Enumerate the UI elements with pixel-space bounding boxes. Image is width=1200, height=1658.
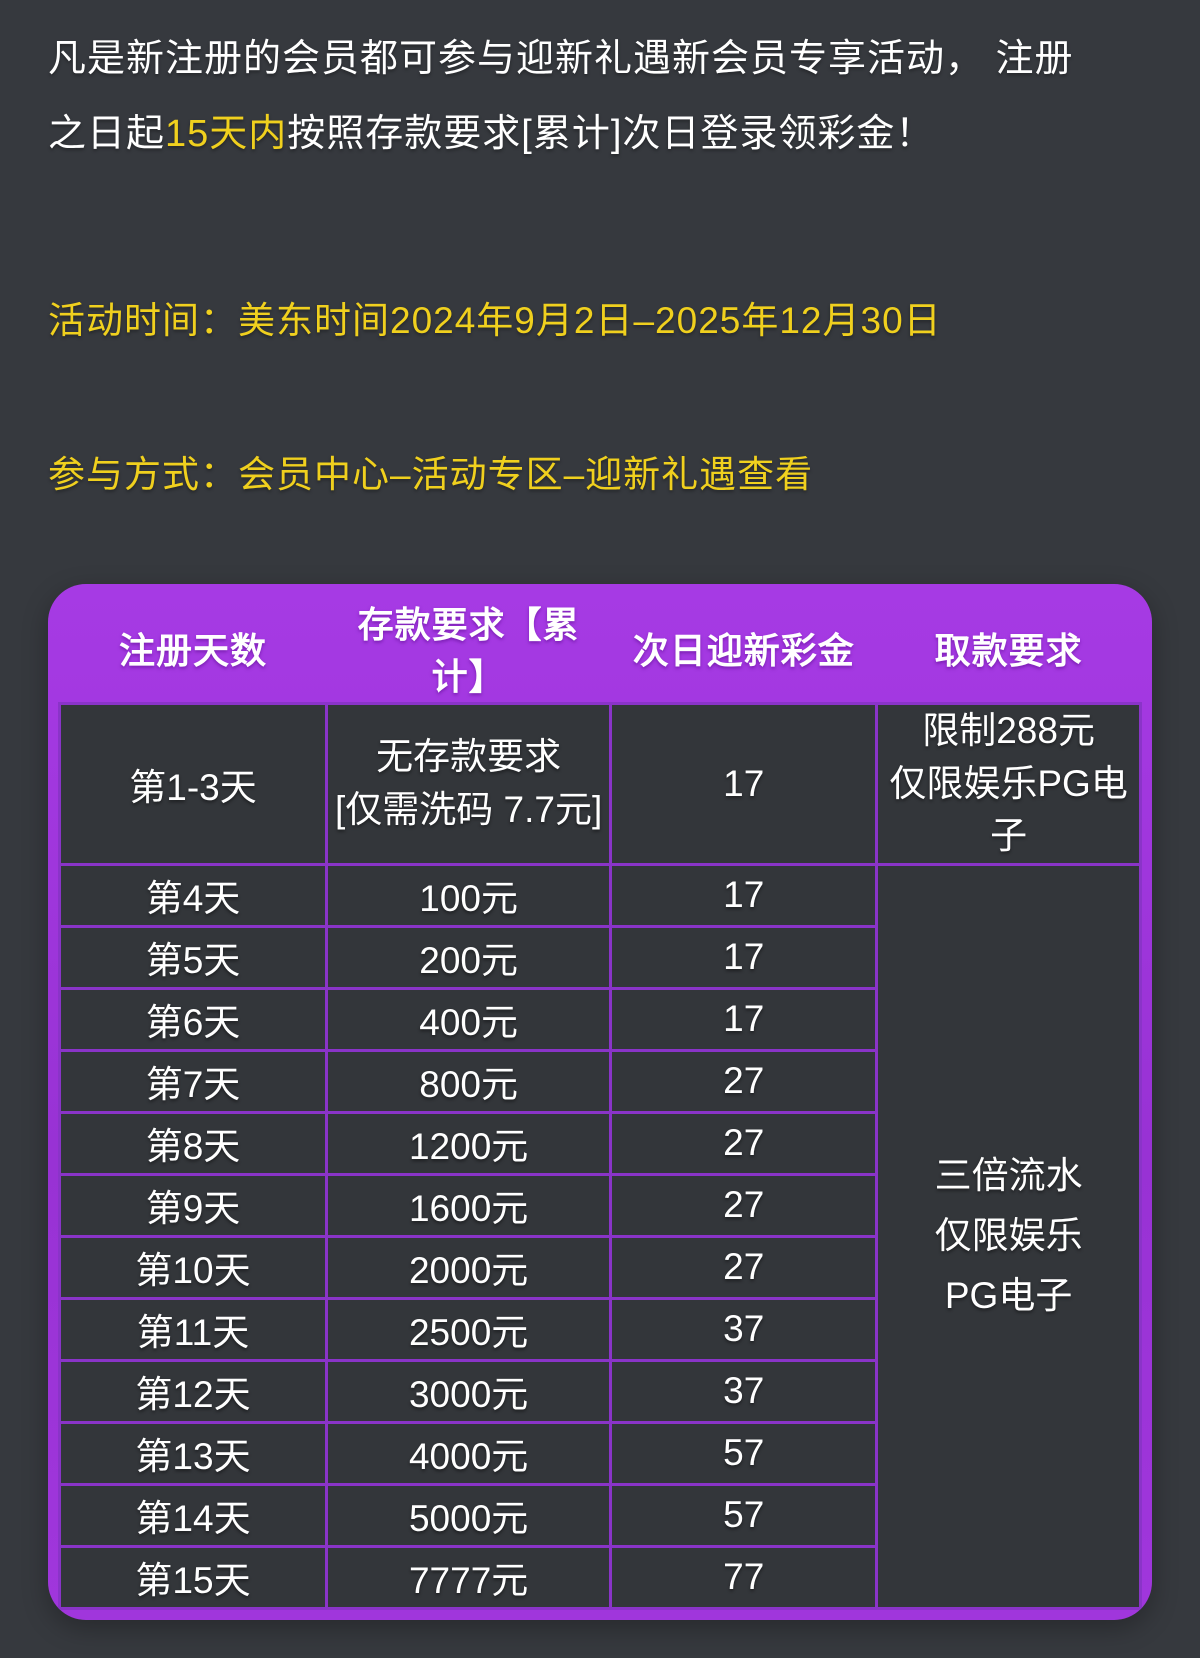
day-cell: 第8天	[58, 1110, 328, 1176]
day-cell: 第1-3天	[58, 702, 328, 866]
day-cell: 第6天	[58, 986, 328, 1052]
day-cell: 第15天	[58, 1544, 328, 1610]
day-cell: 第13天	[58, 1420, 328, 1486]
deposit-cell: 1600元	[324, 1172, 613, 1238]
participation-value: 会员中心–活动专区–迎新礼遇查看	[238, 454, 814, 495]
header-register-days: 注册天数	[118, 630, 267, 671]
event-time-value: 美东时间2024年9月2日–2025年12月30日	[238, 300, 942, 341]
bonus-cell: 17	[609, 986, 879, 1052]
intro-paragraph: 凡是新注册的会员都可参与迎新礼遇新会员专享活动， 注册 之日起15天内按照存款要…	[48, 22, 1152, 172]
bonus-cell: 37	[609, 1358, 879, 1424]
event-time-label: 活动时间：	[48, 300, 238, 341]
deposit-cell: 800元	[324, 1048, 613, 1114]
bonus-cell: 57	[609, 1420, 879, 1486]
deposit-cell: 1200元	[324, 1110, 613, 1176]
deposit-cell: 7777元	[324, 1544, 613, 1610]
bonus-cell: 17	[609, 702, 879, 866]
deposit-cell: 5000元	[324, 1482, 613, 1548]
deposit-cell: 100元	[324, 862, 613, 928]
bonus-cell: 27	[609, 1172, 879, 1238]
day-cell: 第7天	[58, 1048, 328, 1114]
promo-table: 注册天数 存款要求【累计】 次日迎新彩金 取款要求 第1-3天 无存款要求 [仅…	[58, 594, 1142, 1610]
intro-line-2-after: 按照存款要求[累计]次日登录领彩金！	[287, 113, 935, 155]
withdraw-merged-cell: 三倍流水 仅限娱乐 PG电子	[875, 862, 1142, 1610]
day-cell: 第5天	[58, 924, 328, 990]
participation-line: 参与方式：会员中心–活动专区–迎新礼遇查看	[48, 444, 1152, 498]
table-row: 第6天 400元 17	[58, 986, 1141, 1052]
deposit-cell: 2000元	[324, 1234, 613, 1300]
table-row: 第5天 200元 17	[58, 924, 1141, 990]
deposit-cell: 4000元	[324, 1420, 613, 1486]
intro-line-1-text: 凡是新注册的会员都可参与迎新礼遇新会员专享活动， 注册	[48, 38, 1074, 80]
bonus-cell: 37	[609, 1296, 879, 1362]
bonus-cell: 17	[609, 862, 879, 928]
bonus-cell: 27	[609, 1048, 879, 1114]
withdraw-cell: 限制288元 仅限娱乐PG电子	[875, 702, 1142, 866]
header-row: 注册天数 存款要求【累计】 次日迎新彩金 取款要求	[60, 594, 1141, 704]
table-row: 第11天 2500元 37	[58, 1296, 1141, 1362]
table-row: 第15天 7777元 77	[58, 1544, 1141, 1610]
bonus-cell: 57	[609, 1482, 879, 1548]
intro-line-2: 之日起15天内按照存款要求[累计]次日登录领彩金！	[48, 97, 1152, 172]
participation-label: 参与方式：	[48, 454, 238, 495]
intro-line-2-before: 之日起	[48, 113, 166, 155]
header-next-day-bonus: 次日迎新彩金	[632, 630, 855, 671]
promo-table-frame: 注册天数 存款要求【累计】 次日迎新彩金 取款要求 第1-3天 无存款要求 [仅…	[48, 584, 1152, 1620]
intro-line-1: 凡是新注册的会员都可参与迎新礼遇新会员专享活动， 注册	[48, 22, 1152, 97]
day-cell: 第9天	[58, 1172, 328, 1238]
day-cell: 第11天	[58, 1296, 328, 1362]
deposit-cell: 400元	[324, 986, 613, 1052]
deposit-cell: 3000元	[324, 1358, 613, 1424]
table-row: 第8天 1200元 27	[58, 1110, 1141, 1176]
bonus-cell: 17	[609, 924, 879, 990]
deposit-cell: 无存款要求 [仅需洗码 7.7元]	[324, 702, 613, 866]
table-row: 第7天 800元 27	[58, 1048, 1141, 1114]
bonus-cell: 27	[609, 1110, 879, 1176]
bonus-cell: 77	[609, 1544, 879, 1610]
header-withdraw-requirement: 取款要求	[934, 630, 1083, 671]
day-cell: 第14天	[58, 1482, 328, 1548]
table-row: 第4天 100元 17 三倍流水 仅限娱乐 PG电子	[58, 862, 1142, 1610]
day-cell: 第12天	[58, 1358, 328, 1424]
table-row: 第1-3天 无存款要求 [仅需洗码 7.7元] 17 限制288元 仅限娱乐PG…	[58, 702, 1142, 866]
table-row: 第14天 5000元 57	[58, 1482, 1141, 1548]
table-row: 第10天 2000元 27	[58, 1234, 1141, 1300]
event-time-line: 活动时间：美东时间2024年9月2日–2025年12月30日	[48, 290, 1152, 344]
table-row: 第9天 1600元 27	[58, 1172, 1141, 1238]
bonus-cell: 27	[609, 1234, 879, 1300]
day-cell: 第10天	[58, 1234, 328, 1300]
deposit-cell: 2500元	[324, 1296, 613, 1362]
deposit-cell: 200元	[324, 924, 613, 990]
header-deposit-requirement: 存款要求【累计】	[357, 604, 580, 697]
table-row: 第13天 4000元 57	[58, 1420, 1141, 1486]
day-cell: 第4天	[58, 862, 328, 928]
table-row: 第12天 3000元 37	[58, 1358, 1141, 1424]
intro-highlight-15days: 15天内	[165, 113, 288, 155]
